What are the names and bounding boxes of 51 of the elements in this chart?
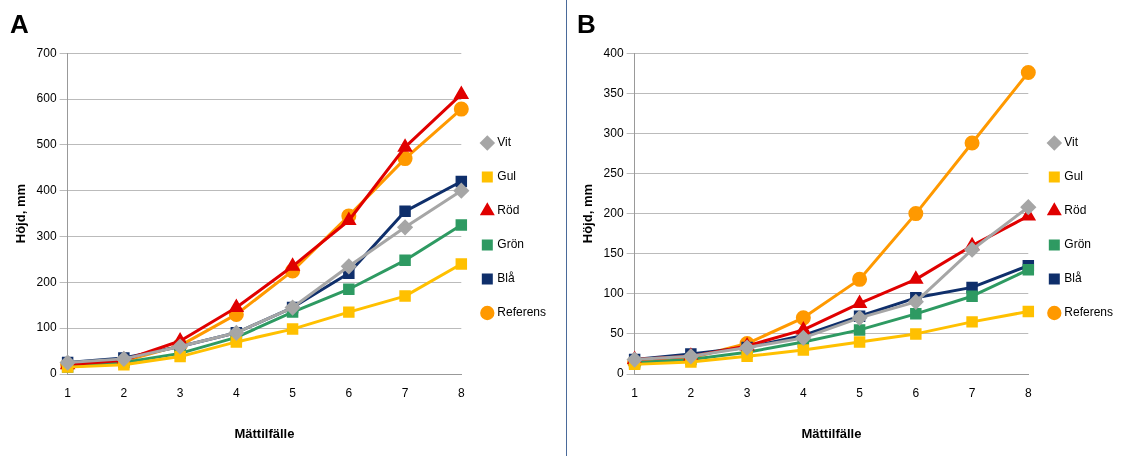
y-tick-label: 350 (603, 85, 624, 100)
x-tick-label: 4 (233, 385, 240, 400)
y-tick-label: 300 (603, 125, 624, 140)
y-tick-label: 100 (603, 286, 624, 301)
y-tick-label: 400 (603, 45, 624, 60)
y-tick-label: 300 (36, 228, 57, 243)
legend-label: Grön (497, 237, 524, 252)
y-tick-label: 100 (36, 320, 57, 335)
legend-label: Grön (1064, 237, 1091, 252)
x-tick-label: 2 (120, 385, 128, 400)
x-tick-label: 3 (743, 385, 751, 400)
legend-label: Referens (1064, 305, 1114, 320)
y-tick-label: 500 (36, 137, 57, 152)
y-tick-label: 0 (49, 366, 57, 381)
x-tick-label: 6 (912, 385, 920, 400)
x-tick-label: 5 (289, 385, 297, 400)
y-tick-label: 50 (610, 326, 624, 341)
y-tick-label: 250 (603, 165, 624, 180)
y-axis-title: Höjd, mm (580, 183, 596, 244)
y-tick-label: 600 (36, 91, 57, 106)
x-tick-label: 6 (345, 385, 353, 400)
x-tick-label: 7 (401, 385, 409, 400)
y-tick-label: 400 (36, 183, 57, 197)
x-axis-title: Mättilfälle (801, 425, 862, 441)
legend-label: Röd (1064, 203, 1087, 218)
legend-label: Blå (497, 271, 515, 286)
legend-label: Vit (1064, 135, 1079, 150)
legend-label: Gul (1064, 169, 1083, 184)
legend-label: Röd (497, 203, 520, 218)
legend-label: Referens (497, 305, 547, 320)
y-tick-label: 150 (603, 246, 624, 261)
chart-title: B (577, 8, 596, 39)
chart-title: A (10, 8, 29, 39)
y-tick-label: 200 (603, 205, 624, 220)
x-tick-label: 8 (1024, 385, 1032, 400)
legend-label: Vit (497, 135, 512, 150)
y-tick-label: 200 (36, 274, 57, 289)
x-tick-label: 7 (968, 385, 976, 400)
legend-label: Blå (1064, 271, 1082, 286)
y-tick-label: 0 (616, 366, 624, 381)
legend-label: Gul (497, 169, 516, 184)
x-tick-label: 8 (457, 385, 465, 400)
y-tick-label: 700 (36, 45, 57, 60)
x-tick-label: 2 (687, 385, 695, 400)
x-tick-label: 1 (64, 385, 72, 400)
x-axis-title: Mättilfälle (234, 425, 295, 441)
x-tick-label: 1 (631, 385, 639, 400)
x-tick-label: 4 (800, 385, 807, 400)
y-axis-title: Höjd, mm (13, 183, 29, 244)
x-tick-label: 3 (176, 385, 184, 400)
x-tick-label: 5 (856, 385, 864, 400)
